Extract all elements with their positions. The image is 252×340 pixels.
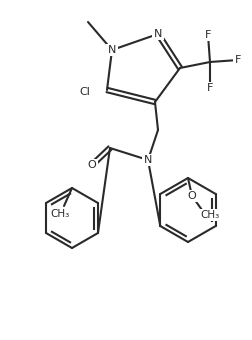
Text: F: F [206,83,212,93]
Text: CH₃: CH₃ [200,210,219,220]
Text: N: N [107,45,116,55]
Text: N: N [153,29,162,39]
Text: F: F [234,55,240,65]
Text: CH₃: CH₃ [50,209,69,219]
Text: N: N [143,155,152,165]
Text: O: O [87,160,96,170]
Text: F: F [204,30,210,40]
Text: Cl: Cl [79,87,90,97]
Text: O: O [187,191,196,201]
